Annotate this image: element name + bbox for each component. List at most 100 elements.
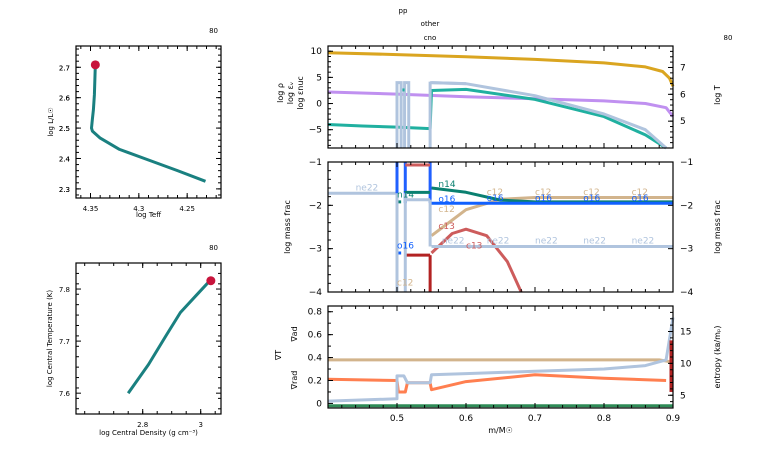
mid-y-right-tick-label: −4 <box>680 288 694 298</box>
mid-y-tick-label: −1 <box>309 158 322 168</box>
entropy-line <box>327 317 675 403</box>
iso-label-o16: o16 <box>632 194 649 204</box>
log-mass-frac-label-right: log mass frac <box>713 200 722 254</box>
bot-y-right-tick-label: 10 <box>680 359 692 369</box>
iso-label-ne22: ne22 <box>535 236 558 246</box>
top-y-right-tick-label: 7 <box>680 63 686 73</box>
hr-x-tick-label: 4.35 <box>83 205 99 213</box>
mid-y-right-tick-label: −1 <box>680 158 693 168</box>
iso-label-n14: n14 <box>397 191 414 201</box>
bot-y-tick-label: 0.8 <box>308 308 323 318</box>
bot-x-tick-label: 0.5 <box>390 414 404 424</box>
top-y-tick-label: 0 <box>316 100 322 110</box>
c13-line <box>430 227 523 293</box>
bot-x-tick-label: 0.6 <box>459 414 474 424</box>
bot-y-tick-label: 0.2 <box>308 376 322 386</box>
iso-label-ne22: ne22 <box>583 236 606 246</box>
iso-label-ne22: ne22 <box>487 236 510 246</box>
top-left-label-0: log ρ <box>276 83 285 103</box>
hr-track-line <box>90 65 207 183</box>
hr-y-tick-label: 2.7 <box>59 64 70 72</box>
iso-label-ne22: ne22 <box>356 184 379 194</box>
mid-y-tick-label: −4 <box>309 288 323 298</box>
profile-top-frame <box>327 45 674 149</box>
iso-label-c12: c12 <box>583 188 599 198</box>
grad_rad-line <box>327 373 667 394</box>
iso-label-o16: o16 <box>583 194 600 204</box>
hr-y-tick-label: 2.3 <box>59 186 70 194</box>
top-y-tick-label: −5 <box>309 126 322 136</box>
grad-label-2: ∇rad <box>290 371 299 391</box>
top-y-right-tick-label: 5 <box>680 117 686 127</box>
bot-y-tick-label: 0 <box>316 399 322 409</box>
central-x-axis-title: log Central Density (g cm⁻³) <box>99 429 198 437</box>
iso-label-c12: c12 <box>438 205 454 215</box>
top-left-label-1: log εᵥ <box>286 82 295 104</box>
burn-label-other: other <box>421 20 440 28</box>
bot-y-tick-label: 0.6 <box>308 331 323 341</box>
central-x-tick-label: 3 <box>198 421 202 429</box>
current-model-marker <box>90 60 100 70</box>
iso-label-c13: c13 <box>466 242 482 252</box>
iso-label-o16: o16 <box>438 195 455 205</box>
burn-label-pp: pp <box>399 7 408 15</box>
burn-label-cno: cno <box>424 34 437 42</box>
iso-label-o16: o16 <box>397 242 414 252</box>
logEps-line <box>327 87 667 150</box>
hr-x-axis-title: log Teff <box>136 211 161 219</box>
model-number: 80 <box>724 34 733 42</box>
top-y-right-tick-label: 6 <box>680 90 686 100</box>
central-x-tick-label: 2.8 <box>137 421 148 429</box>
iso-label-n14: n14 <box>438 180 455 190</box>
hr-y-tick-label: 2.5 <box>59 125 70 133</box>
central-y-tick-label: 7.6 <box>59 390 71 398</box>
iso-label-ne22: ne22 <box>632 236 655 246</box>
central-y-tick-label: 7.7 <box>59 338 70 346</box>
bot-y-tick-label: 0.4 <box>308 354 323 364</box>
bot-x-tick-label: 0.9 <box>666 414 681 424</box>
mid-y-tick-label: −3 <box>309 245 322 255</box>
current-model-marker <box>206 276 216 286</box>
log-t-label: log T <box>713 85 722 105</box>
bot-y-right-tick-label: 15 <box>680 328 691 338</box>
mass-axis-title: m/M☉ <box>488 426 513 435</box>
hr-y-tick-label: 2.6 <box>59 95 71 103</box>
log-mass-frac-label: log mass frac <box>283 200 292 254</box>
mid-y-tick-label: −2 <box>309 201 322 211</box>
hr-x-tick-label: 4.25 <box>179 205 195 213</box>
entropy-label: entropy (kʙ/mₚ) <box>713 326 722 389</box>
iso-label-o16: o16 <box>487 194 504 204</box>
iso-label-c12: c12 <box>535 188 551 198</box>
bot-x-tick-label: 0.8 <box>597 414 612 424</box>
eps-nuc-plateau <box>430 81 467 86</box>
gradients-frame <box>327 305 674 409</box>
grad_ad-line <box>328 358 674 364</box>
iso-label-ne22: ne22 <box>442 236 465 246</box>
iso-label-c12: c12 <box>397 279 413 289</box>
hr-y-axis-title: log L/L☉ <box>47 107 55 136</box>
grad-label-1: ∇T <box>274 350 283 361</box>
iso-label-o16: o16 <box>535 194 552 204</box>
central-y-tick-label: 7.8 <box>59 286 70 294</box>
hr-y-tick-label: 2.5 <box>59 125 70 133</box>
hr-y-tick-label: 2.4 <box>59 155 71 163</box>
mid-y-right-tick-label: −2 <box>680 201 693 211</box>
iso-label-c12: c12 <box>487 188 503 198</box>
logT-line <box>327 51 675 87</box>
central-frame <box>75 262 222 415</box>
grad-label-0: ∇ad <box>290 326 299 342</box>
iso-label-c12: c12 <box>632 188 648 198</box>
abundance-frame <box>327 161 674 293</box>
iso-label-c13: c13 <box>438 222 454 232</box>
eps-nuc-spike <box>403 81 411 148</box>
hr-frame <box>75 45 222 199</box>
hr-x-tick-label: 4.3 <box>133 205 144 213</box>
hr-y-tick-label: 2.3 <box>59 186 70 194</box>
hr-y-tick-label: 2.4 <box>59 155 71 163</box>
model-number: 80 <box>209 27 218 35</box>
hr-y-tick-label: 2.7 <box>59 64 70 72</box>
top-y-tick-label: 5 <box>316 73 322 83</box>
eps-nuc-spike <box>395 81 403 148</box>
bot-y-right-tick-label: 5 <box>680 391 686 401</box>
